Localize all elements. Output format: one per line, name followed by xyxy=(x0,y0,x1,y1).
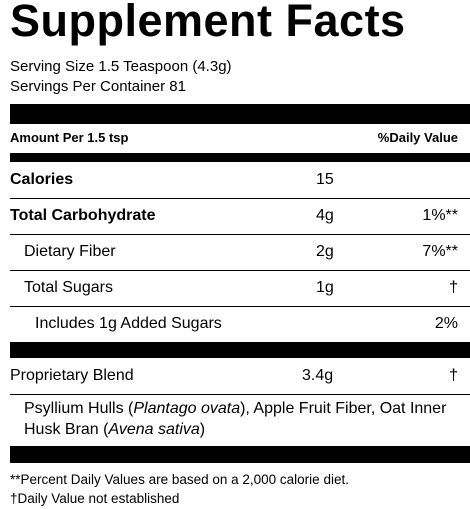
proprietary-blend-row: Proprietary Blend 3.4g † xyxy=(0,358,470,394)
ingredient-latin-name: Plantago ovata xyxy=(133,400,241,417)
blend-daily-value: † xyxy=(449,367,458,384)
servings-per-container: Servings Per Container 81 xyxy=(10,78,186,95)
percent-dv-footnote: **Percent Daily Values are based on a 2,… xyxy=(10,472,349,487)
blend-ingredients: Psyllium Hulls (Plantago ovata), Apple F… xyxy=(24,398,464,440)
thick-divider-top xyxy=(10,104,470,124)
nutrient-row-total-sugars: Total Sugars 1g † xyxy=(0,270,470,306)
panel-title: Supplement Facts xyxy=(10,0,406,46)
daily-value-header: %Daily Value xyxy=(377,130,458,145)
nutrient-daily-value: 7%** xyxy=(422,243,458,260)
serving-size: Serving Size 1.5 Teaspoon (4.3g) xyxy=(10,58,232,75)
nutrient-daily-value: † xyxy=(449,279,458,296)
ingredient-text: ), Apple Fruit Fiber, Oat Inner Husk Bra… xyxy=(24,400,447,438)
row-divider xyxy=(10,394,470,395)
dv-not-established-footnote: †Daily Value not established xyxy=(10,491,180,506)
row-divider xyxy=(10,198,470,199)
nutrient-amount: 1g xyxy=(316,279,334,296)
row-divider xyxy=(10,306,470,307)
nutrient-label: Dietary Fiber xyxy=(24,243,116,260)
nutrient-amount: 2g xyxy=(316,243,334,260)
nutrient-row-dietary-fiber: Dietary Fiber 2g 7%** xyxy=(0,234,470,270)
amount-per-header: Amount Per 1.5 tsp xyxy=(10,130,129,145)
nutrient-daily-value: 2% xyxy=(434,315,458,332)
medium-divider xyxy=(10,153,470,162)
blend-label: Proprietary Blend xyxy=(10,367,134,384)
ingredient-text: ) xyxy=(199,421,206,438)
nutrient-daily-value: 1%** xyxy=(422,207,458,224)
thick-divider-middle xyxy=(10,342,470,358)
nutrient-label: Total Carbohydrate xyxy=(10,207,156,224)
nutrient-row-calories: Calories 15 xyxy=(0,162,470,198)
nutrient-label: Includes 1g Added Sugars xyxy=(35,315,222,332)
ingredient-text: Psyllium Hulls ( xyxy=(24,400,134,417)
nutrient-label: Total Sugars xyxy=(24,279,113,296)
ingredient-latin-name: Avena sativa xyxy=(108,421,200,438)
nutrient-row-added-sugars: Includes 1g Added Sugars 2% xyxy=(0,306,470,342)
nutrient-label: Calories xyxy=(10,171,74,188)
row-divider xyxy=(10,270,470,271)
row-divider xyxy=(10,234,470,235)
nutrient-row-total-carbohydrate: Total Carbohydrate 4g 1%** xyxy=(0,198,470,234)
nutrient-amount: 4g xyxy=(316,207,334,224)
nutrient-amount: 15 xyxy=(316,171,334,188)
blend-amount: 3.4g xyxy=(302,367,334,384)
thick-divider-bottom xyxy=(10,446,470,463)
